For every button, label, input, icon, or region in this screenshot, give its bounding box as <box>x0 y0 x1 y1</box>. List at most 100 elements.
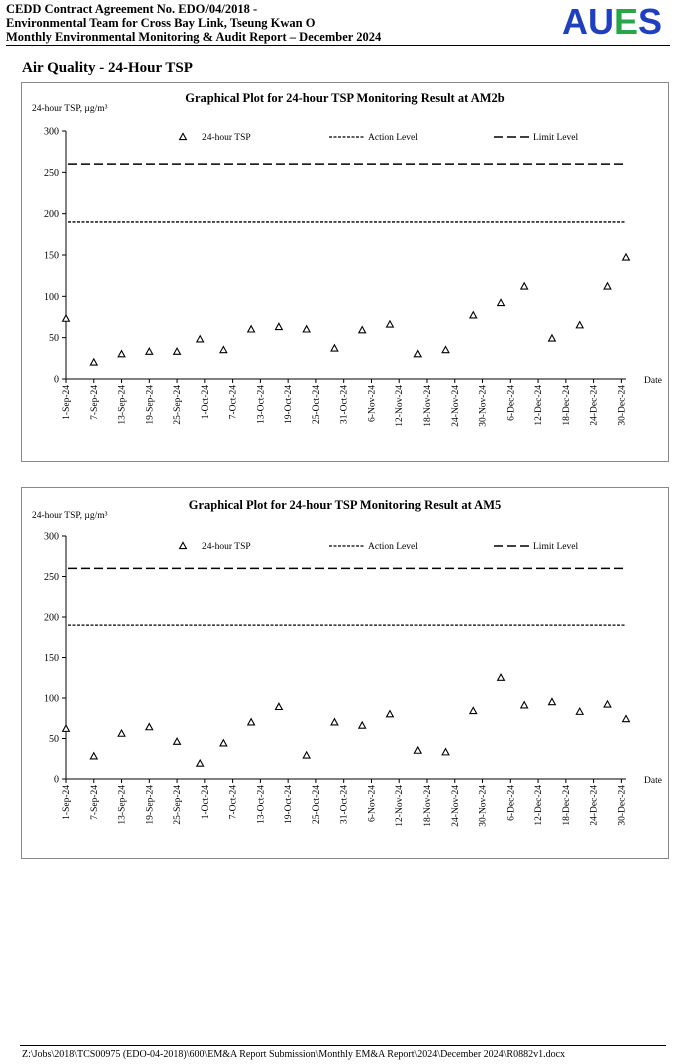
data-point <box>621 252 631 261</box>
data-point <box>603 281 612 290</box>
data-point <box>302 324 311 333</box>
data-point <box>519 281 529 290</box>
y-tick-label: 100 <box>44 694 59 705</box>
x-tick-label: 6-Nov-24 <box>367 385 377 422</box>
header-line-2: Environmental Team for Cross Bay Link, T… <box>6 16 316 30</box>
report-header: CEDD Contract Agreement No. EDO/04/2018 … <box>6 2 670 46</box>
x-tick-label: 6-Dec-24 <box>506 385 516 421</box>
y-tick-label: 300 <box>44 532 59 543</box>
x-tick-label: 13-Sep-24 <box>118 785 128 825</box>
data-point <box>385 709 395 718</box>
legend-label-tsp: 24-hour TSP <box>202 542 251 552</box>
x-tick-label: 19-Sep-24 <box>145 385 155 425</box>
footer-divider <box>20 1045 666 1046</box>
x-tick-label: 19-Oct-24 <box>284 785 294 824</box>
data-point <box>621 714 631 723</box>
y-tick-label: 250 <box>44 168 59 179</box>
header-text: CEDD Contract Agreement No. EDO/04/2018 … <box>6 2 670 44</box>
chart-am2b-svg: Graphical Plot for 24-hour TSP Monitorin… <box>32 91 662 427</box>
x-tick-label: 18-Nov-24 <box>423 385 433 427</box>
data-point <box>219 345 228 354</box>
x-tick-label: 31-Oct-24 <box>340 385 350 424</box>
header-line-1: CEDD Contract Agreement No. EDO/04/2018 … <box>6 2 258 16</box>
data-point <box>441 345 450 354</box>
data-point <box>575 320 585 329</box>
y-tick-label: 0 <box>54 375 59 386</box>
logo-letter-u: U <box>587 1 614 42</box>
chart-am2b: Graphical Plot for 24-hour TSP Monitorin… <box>21 82 669 462</box>
x-tick-label: 12-Dec-24 <box>534 385 544 426</box>
data-point <box>496 673 506 681</box>
data-point <box>195 334 205 343</box>
x-tick-label: 7-Sep-24 <box>90 785 100 820</box>
data-point <box>302 750 311 759</box>
data-point <box>519 700 529 709</box>
x-tick-label: 24-Dec-24 <box>590 385 600 426</box>
chart-title: Graphical Plot for 24-hour TSP Monitorin… <box>189 498 502 512</box>
header-divider <box>6 45 670 46</box>
x-tick-label: 13-Oct-24 <box>256 785 266 824</box>
data-point <box>246 324 256 333</box>
x-tick-label: 24-Nov-24 <box>451 785 461 827</box>
x-axis-label: Date <box>644 776 662 786</box>
x-axis-label: Date <box>644 376 662 386</box>
data-point <box>547 333 557 342</box>
data-point <box>603 699 612 708</box>
data-point <box>274 702 284 711</box>
data-point <box>330 717 339 726</box>
data-point <box>547 697 557 706</box>
data-point <box>89 751 99 760</box>
x-tick-label: 25-Oct-24 <box>312 385 322 424</box>
chart-title: Graphical Plot for 24-hour TSP Monitorin… <box>185 91 505 105</box>
y-tick-label: 100 <box>44 292 59 303</box>
data-point <box>144 346 154 355</box>
x-tick-label: 19-Sep-24 <box>145 785 155 825</box>
x-tick-label: 19-Oct-24 <box>284 385 294 424</box>
y-tick-label: 150 <box>44 653 59 664</box>
data-point <box>246 717 256 726</box>
data-point <box>575 707 585 715</box>
header-line-3: Monthly Environmental Monitoring & Audit… <box>6 30 382 44</box>
x-tick-label: 13-Sep-24 <box>118 385 128 425</box>
x-tick-label: 6-Dec-24 <box>506 785 516 821</box>
y-tick-label: 150 <box>44 251 59 262</box>
chart-am5-svg: Graphical Plot for 24-hour TSP Monitorin… <box>32 498 662 827</box>
x-tick-label: 30-Dec-24 <box>617 785 627 826</box>
x-tick-label: 1-Oct-24 <box>201 385 211 420</box>
x-tick-label: 31-Oct-24 <box>340 785 350 824</box>
x-tick-label: 7-Oct-24 <box>229 385 239 420</box>
legend-marker-tsp <box>178 541 188 550</box>
aues-logo: AUES <box>562 3 662 41</box>
data-point <box>385 319 395 328</box>
x-tick-label: 7-Sep-24 <box>90 385 100 420</box>
x-tick-label: 13-Oct-24 <box>256 385 266 424</box>
data-point <box>144 722 154 731</box>
data-point <box>468 706 478 715</box>
y-tick-label: 50 <box>49 333 59 344</box>
data-point <box>172 736 182 745</box>
data-point <box>219 738 228 747</box>
data-point <box>61 724 71 732</box>
x-tick-label: 1-Sep-24 <box>62 385 72 420</box>
legend-label-tsp: 24-hour TSP <box>202 133 251 143</box>
y-tick-label: 300 <box>44 127 59 138</box>
y-tick-label: 0 <box>54 775 59 786</box>
y-axis-label: 24-hour TSP, µg/m³ <box>32 511 108 521</box>
data-point <box>330 343 339 352</box>
data-point <box>357 720 367 729</box>
legend-label-action: Action Level <box>368 542 418 552</box>
data-point <box>61 313 71 322</box>
x-tick-label: 12-Nov-24 <box>395 785 405 827</box>
x-tick-label: 24-Dec-24 <box>590 785 600 826</box>
data-point <box>89 357 99 366</box>
data-point <box>413 745 423 754</box>
x-tick-label: 12-Dec-24 <box>534 785 544 826</box>
x-tick-label: 25-Sep-24 <box>173 785 183 825</box>
legend-label-limit: Limit Level <box>533 542 578 552</box>
logo-letter-e: E <box>613 1 638 42</box>
x-tick-label: 18-Nov-24 <box>423 785 433 827</box>
data-point <box>496 298 506 307</box>
data-point <box>117 728 126 737</box>
y-tick-label: 200 <box>44 613 59 624</box>
x-tick-label: 18-Dec-24 <box>562 785 572 826</box>
